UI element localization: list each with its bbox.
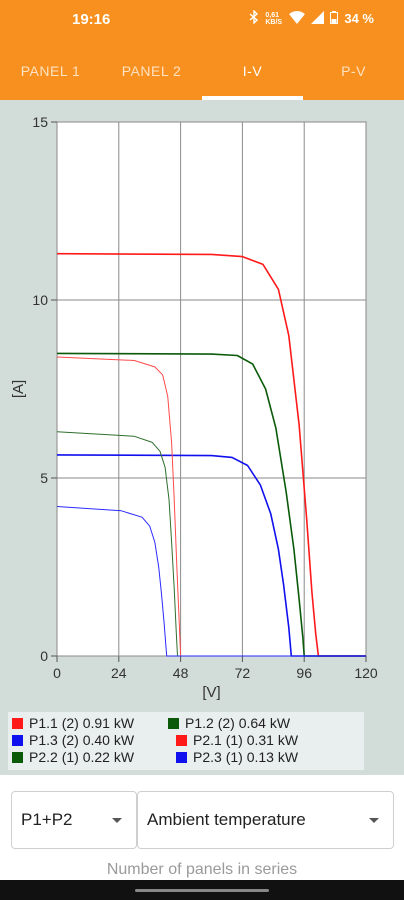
y-tick-label: 10 bbox=[32, 292, 48, 308]
signal-icon bbox=[311, 10, 325, 27]
plot-background bbox=[56, 121, 367, 657]
legend-swatch bbox=[12, 752, 23, 763]
bluetooth-icon bbox=[249, 9, 259, 27]
legend-item: P2.2 (1) 0.22 kW bbox=[12, 749, 134, 765]
temperature-value: Ambient temperature bbox=[147, 810, 306, 829]
x-tick-label: 24 bbox=[111, 665, 127, 681]
y-axis-label: [A] bbox=[10, 380, 27, 398]
series-line bbox=[56, 431, 366, 657]
legend-label: P2.3 (1) 0.13 kW bbox=[193, 749, 299, 765]
legend-item: P1.2 (2) 0.64 kW bbox=[168, 715, 290, 731]
dropdown-arrow-icon bbox=[369, 818, 379, 823]
legend-label: P1.3 (2) 0.40 kW bbox=[29, 732, 135, 748]
chart-legend: P1.1 (2) 0.91 kW P1.2 (2) 0.64 kW P1.3 (… bbox=[8, 712, 364, 770]
home-gesture-pill[interactable] bbox=[135, 889, 269, 892]
system-nav-bar bbox=[0, 880, 404, 900]
legend-swatch bbox=[176, 735, 187, 746]
legend-item: P1.1 (2) 0.91 kW bbox=[12, 715, 134, 731]
x-tick-label: 48 bbox=[173, 665, 189, 681]
series-line bbox=[56, 356, 366, 657]
series-line bbox=[56, 506, 366, 657]
panel-combination-select[interactable]: P1+P2 bbox=[11, 791, 137, 849]
legend-item: P2.1 (1) 0.31 kW bbox=[176, 732, 298, 748]
series-line bbox=[56, 454, 366, 657]
series-line bbox=[56, 252, 366, 657]
y-tick-label: 5 bbox=[40, 470, 48, 486]
battery-percent: 34 % bbox=[344, 11, 374, 26]
status-time: 19:16 bbox=[72, 11, 111, 28]
tab-iv[interactable]: I-V bbox=[202, 38, 303, 100]
x-tick-label: 120 bbox=[354, 665, 378, 681]
panels-in-series-label: Number of panels in series bbox=[106, 861, 298, 878]
temperature-select[interactable]: Ambient temperature bbox=[137, 791, 394, 849]
status-icons: 0,61 KB/S 34 % bbox=[249, 9, 374, 27]
iv-chart-area: 0 24 48 72 96 120 0 5 10 15 [V] [A] bbox=[0, 100, 404, 775]
legend-item: P1.3 (2) 0.40 kW bbox=[12, 732, 134, 748]
iv-chart: 0 24 48 72 96 120 0 5 10 15 [V] [A] bbox=[10, 114, 378, 701]
controls-panel: P1+P2 Ambient temperature Number of pane… bbox=[0, 775, 404, 900]
legend-swatch bbox=[176, 752, 187, 763]
legend-swatch bbox=[168, 718, 179, 729]
series-line bbox=[56, 352, 366, 657]
tab-bar: PANEL 1 PANEL 2 I-V P-V bbox=[0, 38, 404, 100]
legend-label: P2.1 (1) 0.31 kW bbox=[193, 732, 299, 748]
tab-panel-1[interactable]: PANEL 1 bbox=[20, 63, 81, 79]
legend-swatch bbox=[12, 718, 23, 729]
wifi-icon bbox=[289, 10, 306, 27]
x-tick-label: 0 bbox=[53, 665, 61, 681]
x-axis-label: [V] bbox=[202, 684, 220, 701]
battery-icon bbox=[330, 10, 339, 27]
legend-label: P2.2 (1) 0.22 kW bbox=[29, 749, 135, 765]
tab-pv[interactable]: P-V bbox=[341, 63, 366, 79]
x-tick-label: 96 bbox=[296, 665, 312, 681]
legend-label: P1.2 (2) 0.64 kW bbox=[185, 715, 291, 731]
panel-combination-value: P1+P2 bbox=[21, 810, 73, 829]
net-rate-text: 0,61 KB/S bbox=[265, 11, 283, 26]
x-tick-label: 72 bbox=[235, 665, 251, 681]
status-bar: 19:16 0,61 KB/S 34 % bbox=[0, 0, 404, 38]
legend-item: P2.3 (1) 0.13 kW bbox=[176, 749, 298, 765]
legend-swatch bbox=[12, 735, 23, 746]
legend-label: P1.1 (2) 0.91 kW bbox=[29, 715, 135, 731]
tab-panel-2[interactable]: PANEL 2 bbox=[121, 63, 182, 79]
dropdown-arrow-icon bbox=[112, 818, 122, 823]
y-tick-label: 15 bbox=[32, 114, 48, 130]
y-tick-label: 0 bbox=[40, 648, 48, 664]
